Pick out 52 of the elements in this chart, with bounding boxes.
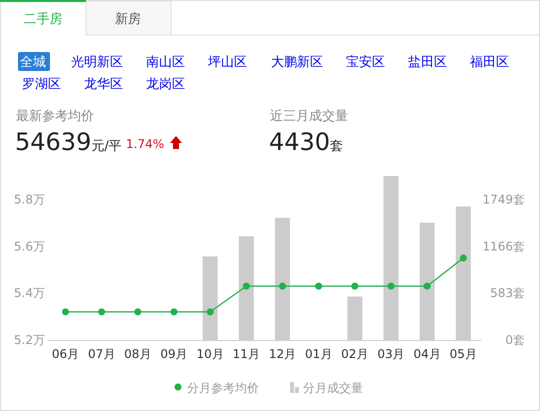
text: 新房 <box>115 11 141 27</box>
x-tick-label: 07月 <box>88 347 116 361</box>
legend-label: 分月参考均价 <box>187 381 259 395</box>
y-tick-label: 5.4万 <box>14 286 45 300</box>
x-tick-label: 05月 <box>450 347 477 361</box>
point <box>387 282 394 290</box>
x-tick-label: 04月 <box>414 347 441 361</box>
point <box>98 308 106 316</box>
x-tick-label: 03月 <box>377 347 405 361</box>
text: 龙华区 <box>84 77 123 92</box>
y-tick-label: 5.2万 <box>14 333 45 347</box>
text: 近三月成交量 <box>270 108 348 124</box>
y2-tick-label: 583套 <box>490 286 525 300</box>
point <box>424 282 431 290</box>
point <box>242 282 250 290</box>
x-tick-label: 11月 <box>232 347 260 361</box>
y-tick-label: 5.6万 <box>14 239 45 254</box>
text: 坪山区 <box>207 55 247 70</box>
text: 宝安区 <box>346 54 385 70</box>
point <box>278 282 286 290</box>
y2-tick-label: 0套 <box>505 333 525 347</box>
text: 龙岗区 <box>146 77 185 92</box>
x-tick-label: 12月 <box>268 347 296 361</box>
text: 光明新区 <box>71 55 123 70</box>
y2-tick-label: 1166套 <box>482 239 525 254</box>
text: 4430套 <box>269 128 344 156</box>
text: 盐田区 <box>408 55 447 70</box>
text: 最新参考均价 <box>16 109 94 124</box>
x-tick-label: 08月 <box>124 347 152 361</box>
text: 54639元/平 <box>15 128 122 156</box>
x-tick-label: 10月 <box>196 347 224 361</box>
point <box>206 308 214 316</box>
x-tick-label: 01月 <box>305 347 332 361</box>
point <box>460 254 467 262</box>
x-tick-label: 02月 <box>341 347 368 361</box>
text: 二手房 <box>24 11 62 27</box>
y2-tick-label: 1749套 <box>482 192 525 206</box>
legend-label: 分月成交量 <box>303 381 363 395</box>
text: 大鹏新区 <box>271 55 323 70</box>
y-tick-label: 5.8万 <box>14 192 45 206</box>
text: 全城 <box>20 55 46 70</box>
point <box>351 282 358 290</box>
text: 1.74% <box>126 137 164 151</box>
point <box>315 282 322 290</box>
x-tick-label: 09月 <box>160 347 188 361</box>
text: 南山区 <box>146 55 185 70</box>
point <box>170 308 178 316</box>
point <box>134 308 142 316</box>
x-tick-label: 06月 <box>52 347 80 361</box>
text: 罗湖区 <box>22 77 61 92</box>
text: 福田区 <box>470 55 509 70</box>
point <box>62 308 69 316</box>
